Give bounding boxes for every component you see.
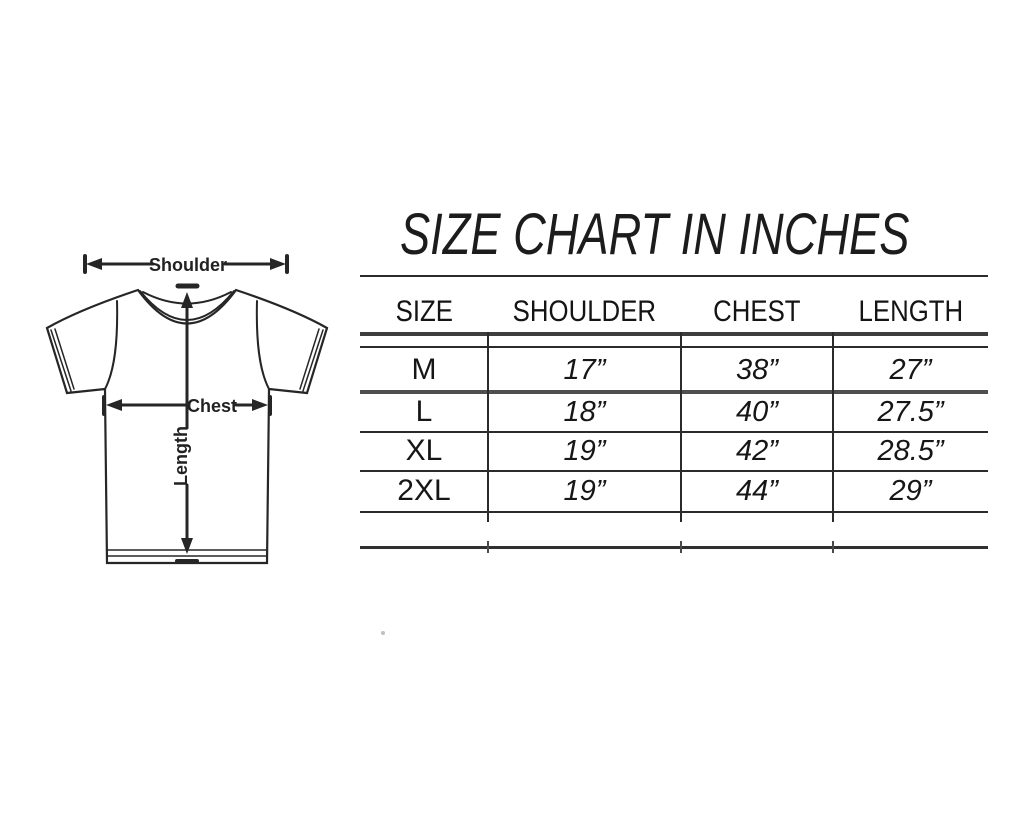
table-row-2xl: 2XL 19” 44” 29” (360, 474, 988, 508)
column-separator-tick (487, 541, 489, 553)
column-separator (832, 332, 834, 522)
shoulder-label: Shoulder (149, 255, 227, 275)
header-light-rule (360, 346, 988, 348)
shoulder-measure-arrow (83, 254, 289, 274)
right-cuff-line (299, 328, 320, 390)
cell-size: M (411, 353, 437, 386)
page-title: SIZE CHART IN INCHES (399, 202, 910, 267)
cell-shoulder: 17” (563, 354, 606, 386)
row-divider (360, 511, 988, 513)
size-table: SIZE SHOULDER CHEST LENGTH M 17” 38” 27”… (360, 275, 988, 555)
column-header-length: LENGTH (858, 295, 963, 328)
table-row-l: L 18” 40” 27.5” (360, 395, 988, 429)
cell-length: 27.5” (877, 396, 944, 428)
right-cuff-line (302, 329, 324, 392)
row-divider (360, 431, 988, 433)
cell-chest: 40” (736, 396, 778, 428)
header-heavy-rule (360, 332, 988, 336)
column-separator (680, 332, 682, 522)
table-top-rule (360, 275, 988, 277)
cell-length: 27” (889, 354, 932, 386)
column-header-chest: CHEST (713, 295, 801, 328)
tshirt-outline (45, 288, 329, 565)
left-armhole-seam (104, 300, 119, 390)
cell-length: 28.5” (877, 435, 944, 467)
cell-shoulder: 19” (563, 435, 606, 467)
table-bottom-rule (360, 546, 988, 549)
column-header-shoulder: SHOULDER (512, 295, 657, 328)
column-separator (487, 332, 489, 522)
cell-chest: 44” (736, 475, 778, 507)
left-cuff-line (54, 328, 75, 390)
length-label: Length (171, 426, 191, 486)
left-cuff-line (50, 329, 72, 392)
cell-shoulder: 18” (563, 396, 606, 428)
column-separator-tick (832, 541, 834, 553)
table-row-m: M 17” 38” 27” (360, 353, 988, 387)
length-measure-arrow (175, 292, 199, 563)
row-divider (360, 470, 988, 472)
right-armhole-seam (255, 300, 270, 390)
table-header-row: SIZE SHOULDER CHEST LENGTH (360, 295, 988, 329)
cell-chest: 42” (736, 435, 778, 467)
tshirt-measurement-diagram: Shoulder Chest Length (45, 254, 329, 565)
column-header-size: SIZE (395, 295, 453, 328)
cell-size: L (415, 395, 433, 428)
cell-size: XL (405, 434, 443, 467)
chest-measure-arrow (102, 395, 272, 416)
column-separator-tick (680, 541, 682, 553)
table-row-xl: XL 19” 42” 28.5” (360, 434, 988, 468)
chest-label: Chest (187, 396, 237, 416)
cell-length: 29” (889, 475, 932, 507)
scan-artifact-dot (381, 631, 385, 635)
cell-shoulder: 19” (563, 475, 606, 507)
row-divider (360, 390, 988, 394)
cell-size: 2XL (397, 474, 451, 507)
cell-chest: 38” (736, 354, 778, 386)
